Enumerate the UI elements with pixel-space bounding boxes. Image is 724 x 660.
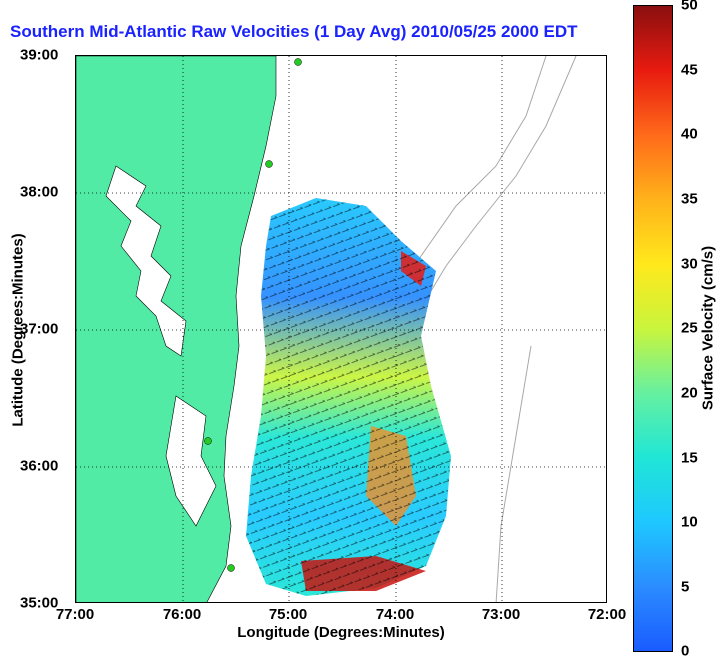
map-canvas bbox=[76, 56, 606, 602]
colorbar-tick: 45 bbox=[681, 61, 698, 79]
sound-water bbox=[165, 395, 217, 527]
y-tick-label: 35:00 bbox=[20, 594, 59, 612]
station-markers bbox=[204, 58, 302, 572]
colorbar-tick: 15 bbox=[681, 449, 698, 467]
x-tick-label: 73:00 bbox=[481, 606, 521, 623]
colorbar-tick: 0 bbox=[681, 642, 690, 660]
colorbar-tick: 30 bbox=[681, 255, 698, 273]
colorbar-tick: 5 bbox=[681, 578, 690, 596]
colorbar-tick: 50 bbox=[681, 0, 698, 14]
x-tick-label: 74:00 bbox=[375, 606, 415, 623]
y-tick-label: 38:00 bbox=[20, 183, 59, 201]
colorbar-tick: 40 bbox=[681, 125, 698, 143]
map-title: Southern Mid-Atlantic Raw Velocities (1 … bbox=[10, 22, 578, 41]
colorbar-tick: 20 bbox=[681, 384, 698, 402]
bay-water bbox=[105, 165, 187, 357]
x-tick-label: 76:00 bbox=[162, 606, 202, 623]
x-tick-label: 72:00 bbox=[587, 606, 627, 623]
colorbar-tick: 35 bbox=[681, 190, 698, 208]
isobath-line bbox=[495, 345, 532, 602]
y-tick-label: 37:00 bbox=[20, 320, 59, 338]
velocity-vectors bbox=[246, 198, 451, 596]
map-plot-area bbox=[75, 55, 607, 603]
y-tick-label: 36:00 bbox=[20, 457, 59, 475]
y-tick-label: 39:00 bbox=[20, 46, 59, 64]
grid-lines bbox=[76, 56, 606, 602]
x-tick-label: 77:00 bbox=[55, 606, 95, 623]
colorbar-tick: 25 bbox=[681, 319, 698, 337]
colorbar-tick: 10 bbox=[681, 513, 698, 531]
x-axis-label: Longitude (Degrees:Minutes) bbox=[237, 624, 445, 641]
velocity-colorbar bbox=[633, 5, 673, 652]
x-tick-label: 75:00 bbox=[268, 606, 308, 623]
colorbar-label: Surface Velocity (cm/s) bbox=[699, 245, 717, 411]
